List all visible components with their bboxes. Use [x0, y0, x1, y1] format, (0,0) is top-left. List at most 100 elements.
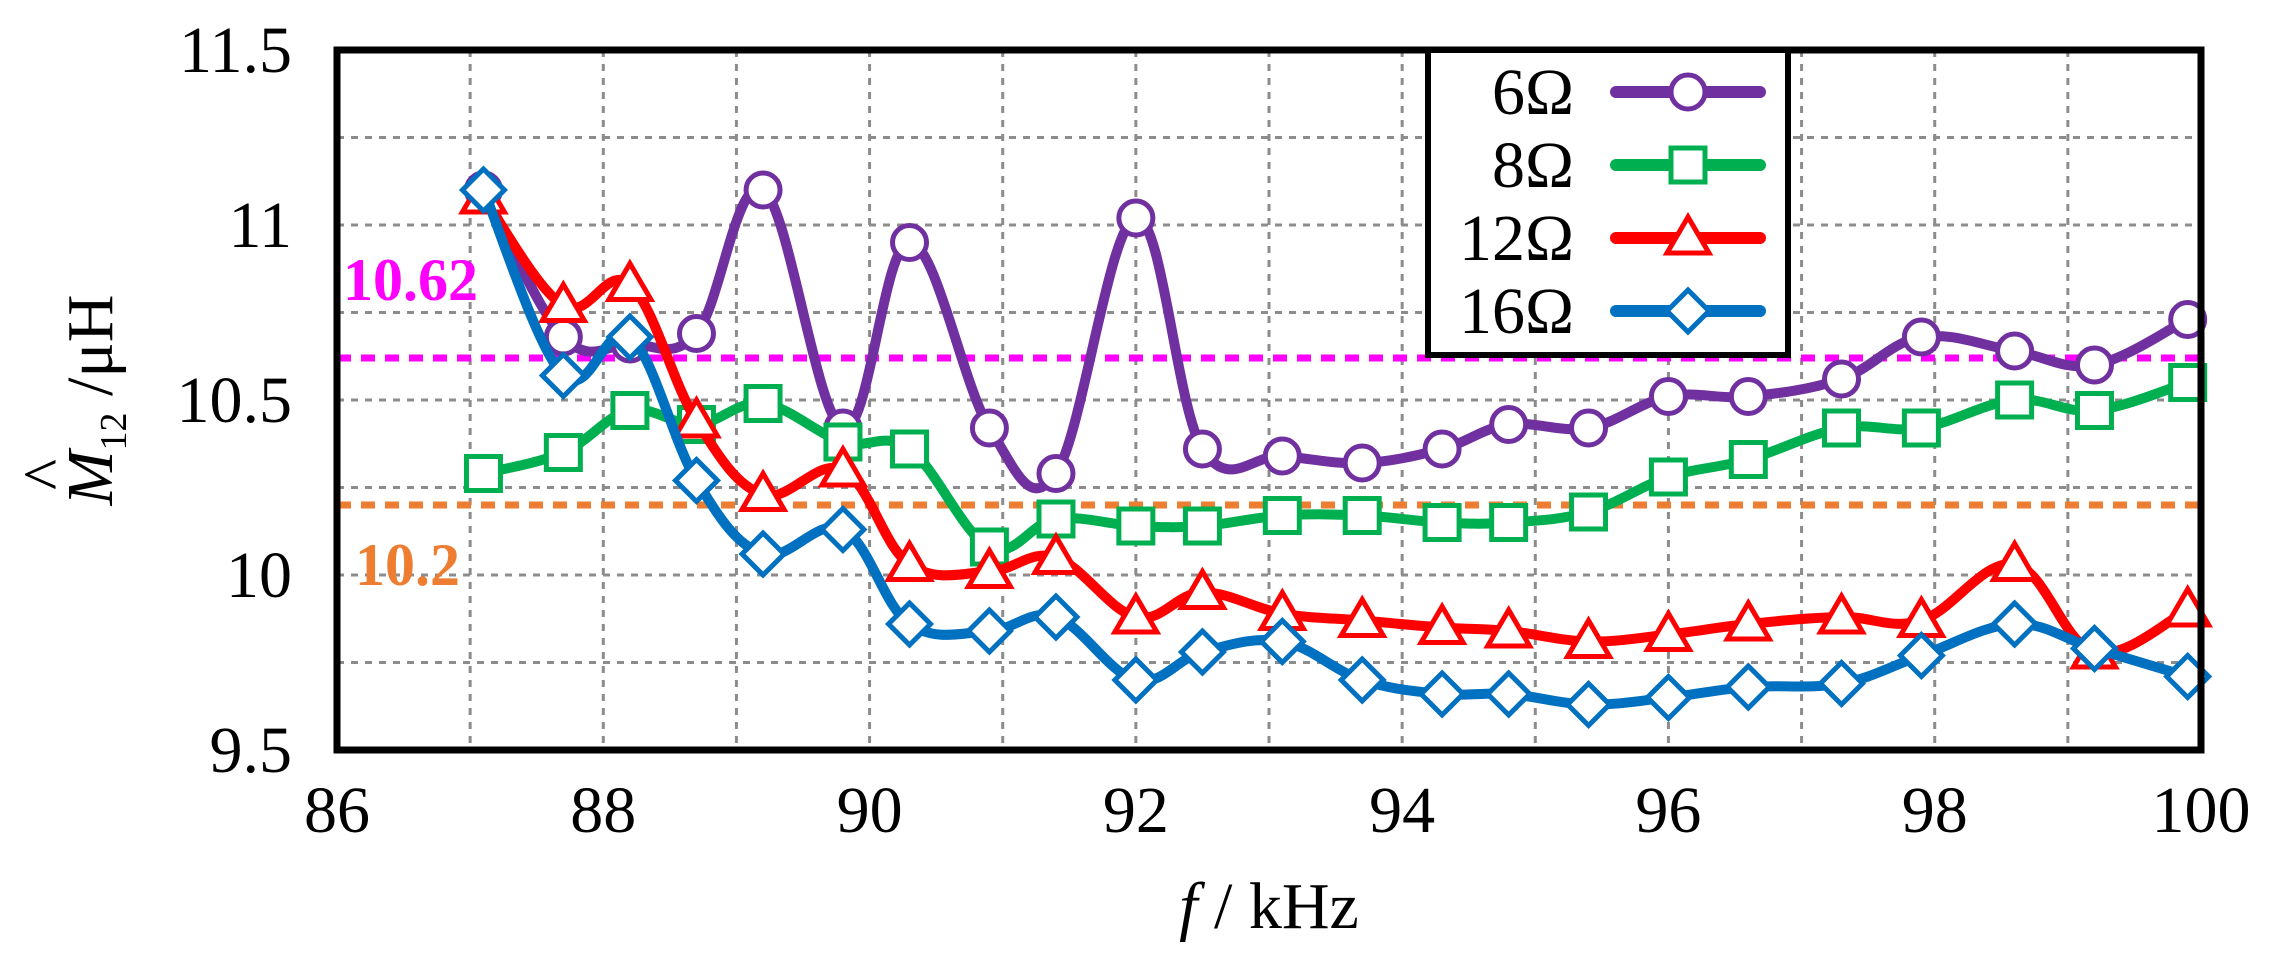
- data-point: [1116, 506, 1156, 546]
- x-tick-label: 88: [570, 774, 636, 847]
- data-point: [1896, 630, 1946, 681]
- data-point: [1177, 566, 1228, 610]
- data-point: [1036, 454, 1076, 493]
- data-point: [1723, 662, 1773, 712]
- data-point: [1489, 405, 1529, 444]
- svg-text:M12 /μH: M12 /μH: [54, 295, 135, 507]
- legend-marker: [1663, 286, 1713, 336]
- hat-accent: ^: [10, 459, 83, 490]
- data-point: [676, 314, 716, 353]
- data-point: [1989, 538, 2040, 582]
- data-point: [743, 384, 783, 423]
- legend-label: 12Ω: [1459, 202, 1574, 275]
- data-point: [543, 433, 583, 472]
- data-point: [2074, 345, 2114, 385]
- data-point: [1564, 679, 1614, 730]
- data-point: [1262, 436, 1302, 476]
- data-point: [738, 529, 788, 579]
- data-point: [458, 165, 508, 215]
- x-tick-label: 90: [837, 774, 903, 847]
- data-point: [1342, 496, 1382, 535]
- series-group: [458, 165, 2213, 730]
- data-point: [1342, 443, 1382, 483]
- data-point: [743, 170, 783, 210]
- reference-line-label: 10.62: [343, 247, 478, 313]
- data-point: [1816, 591, 1867, 635]
- y-tick-label: 9.5: [210, 714, 293, 787]
- y-axis-unit: /μH: [54, 295, 127, 413]
- x-axis-label: f / kHz: [1179, 870, 1359, 943]
- y-tick-label: 11.5: [179, 14, 292, 87]
- data-point: [1995, 331, 2035, 371]
- tick-labels: 86 88 90 92 94 96 98 100 9.5 10 10.5 11 11.5: [177, 14, 2251, 847]
- data-point: [463, 454, 503, 493]
- x-tick-label: 100: [2152, 774, 2251, 847]
- data-point: [1422, 429, 1462, 469]
- data-point: [538, 350, 588, 401]
- x-tick-label: 94: [1369, 774, 1435, 847]
- data-point: [1569, 408, 1609, 448]
- data-point: [1177, 627, 1227, 677]
- reference-line-label: 10.2: [355, 532, 460, 598]
- y-tick-label: 11: [228, 189, 292, 262]
- series-layer: [458, 165, 2214, 730]
- data-point: [1648, 377, 1688, 416]
- data-point: [1422, 503, 1462, 542]
- data-point: [1569, 492, 1609, 532]
- data-point: [969, 408, 1009, 448]
- y-axis-label: M12 /μH ^: [10, 295, 135, 507]
- data-point: [1643, 672, 1693, 723]
- data-point: [671, 395, 722, 439]
- y-tick-label: 10.5: [177, 364, 293, 437]
- data-point: [1416, 601, 1468, 645]
- data-point: [884, 599, 935, 649]
- data-point: [964, 606, 1014, 656]
- x-tick-label: 98: [1902, 774, 1968, 847]
- data-point: [890, 429, 930, 469]
- data-point: [1116, 198, 1156, 238]
- data-point: [604, 258, 656, 302]
- plot-area-frame: [333, 46, 2205, 754]
- legend-label: 16Ω: [1459, 275, 1574, 348]
- legend-label: 6Ω: [1492, 56, 1574, 129]
- legend-marker: [1668, 145, 1708, 185]
- data-point: [1995, 380, 2035, 420]
- data-point: [1336, 594, 1388, 638]
- reference-labels: 10.62 10.2: [343, 247, 478, 598]
- data-point: [1182, 506, 1222, 546]
- y-axis-symbol: M: [54, 446, 127, 506]
- data-point: [1257, 616, 1307, 667]
- series-line: [479, 194, 2191, 659]
- data-point: [1648, 457, 1688, 497]
- data-point: [817, 444, 869, 488]
- data-point: [818, 504, 868, 555]
- data-point: [1728, 440, 1768, 479]
- data-point: [1110, 591, 1162, 635]
- y-axis-subscript: 12: [93, 412, 135, 450]
- data-point: [737, 468, 789, 512]
- data-point: [1822, 359, 1862, 399]
- data-point: [964, 545, 1015, 589]
- data-point: [605, 312, 655, 362]
- data-point: [1182, 429, 1222, 469]
- data-point: [1031, 592, 1081, 642]
- data-point: [1484, 669, 1534, 719]
- data-point: [1036, 499, 1076, 539]
- x-tick-label: 86: [304, 774, 370, 847]
- data-point: [1483, 605, 1535, 649]
- data-point: [2168, 300, 2208, 339]
- legend-box: [1425, 47, 1791, 358]
- series-group: [458, 171, 2214, 670]
- x-tick-label: 96: [1635, 774, 1701, 847]
- data-point: [1901, 317, 1941, 357]
- data-point: [537, 279, 589, 323]
- data-point: [610, 391, 650, 430]
- y-tick-label: 10: [226, 539, 292, 612]
- x-tick-label: 92: [1103, 774, 1169, 847]
- data-point: [1990, 599, 2040, 649]
- data-point: [1337, 655, 1387, 705]
- legend-marker: [1668, 72, 1708, 112]
- data-point: [2074, 391, 2114, 430]
